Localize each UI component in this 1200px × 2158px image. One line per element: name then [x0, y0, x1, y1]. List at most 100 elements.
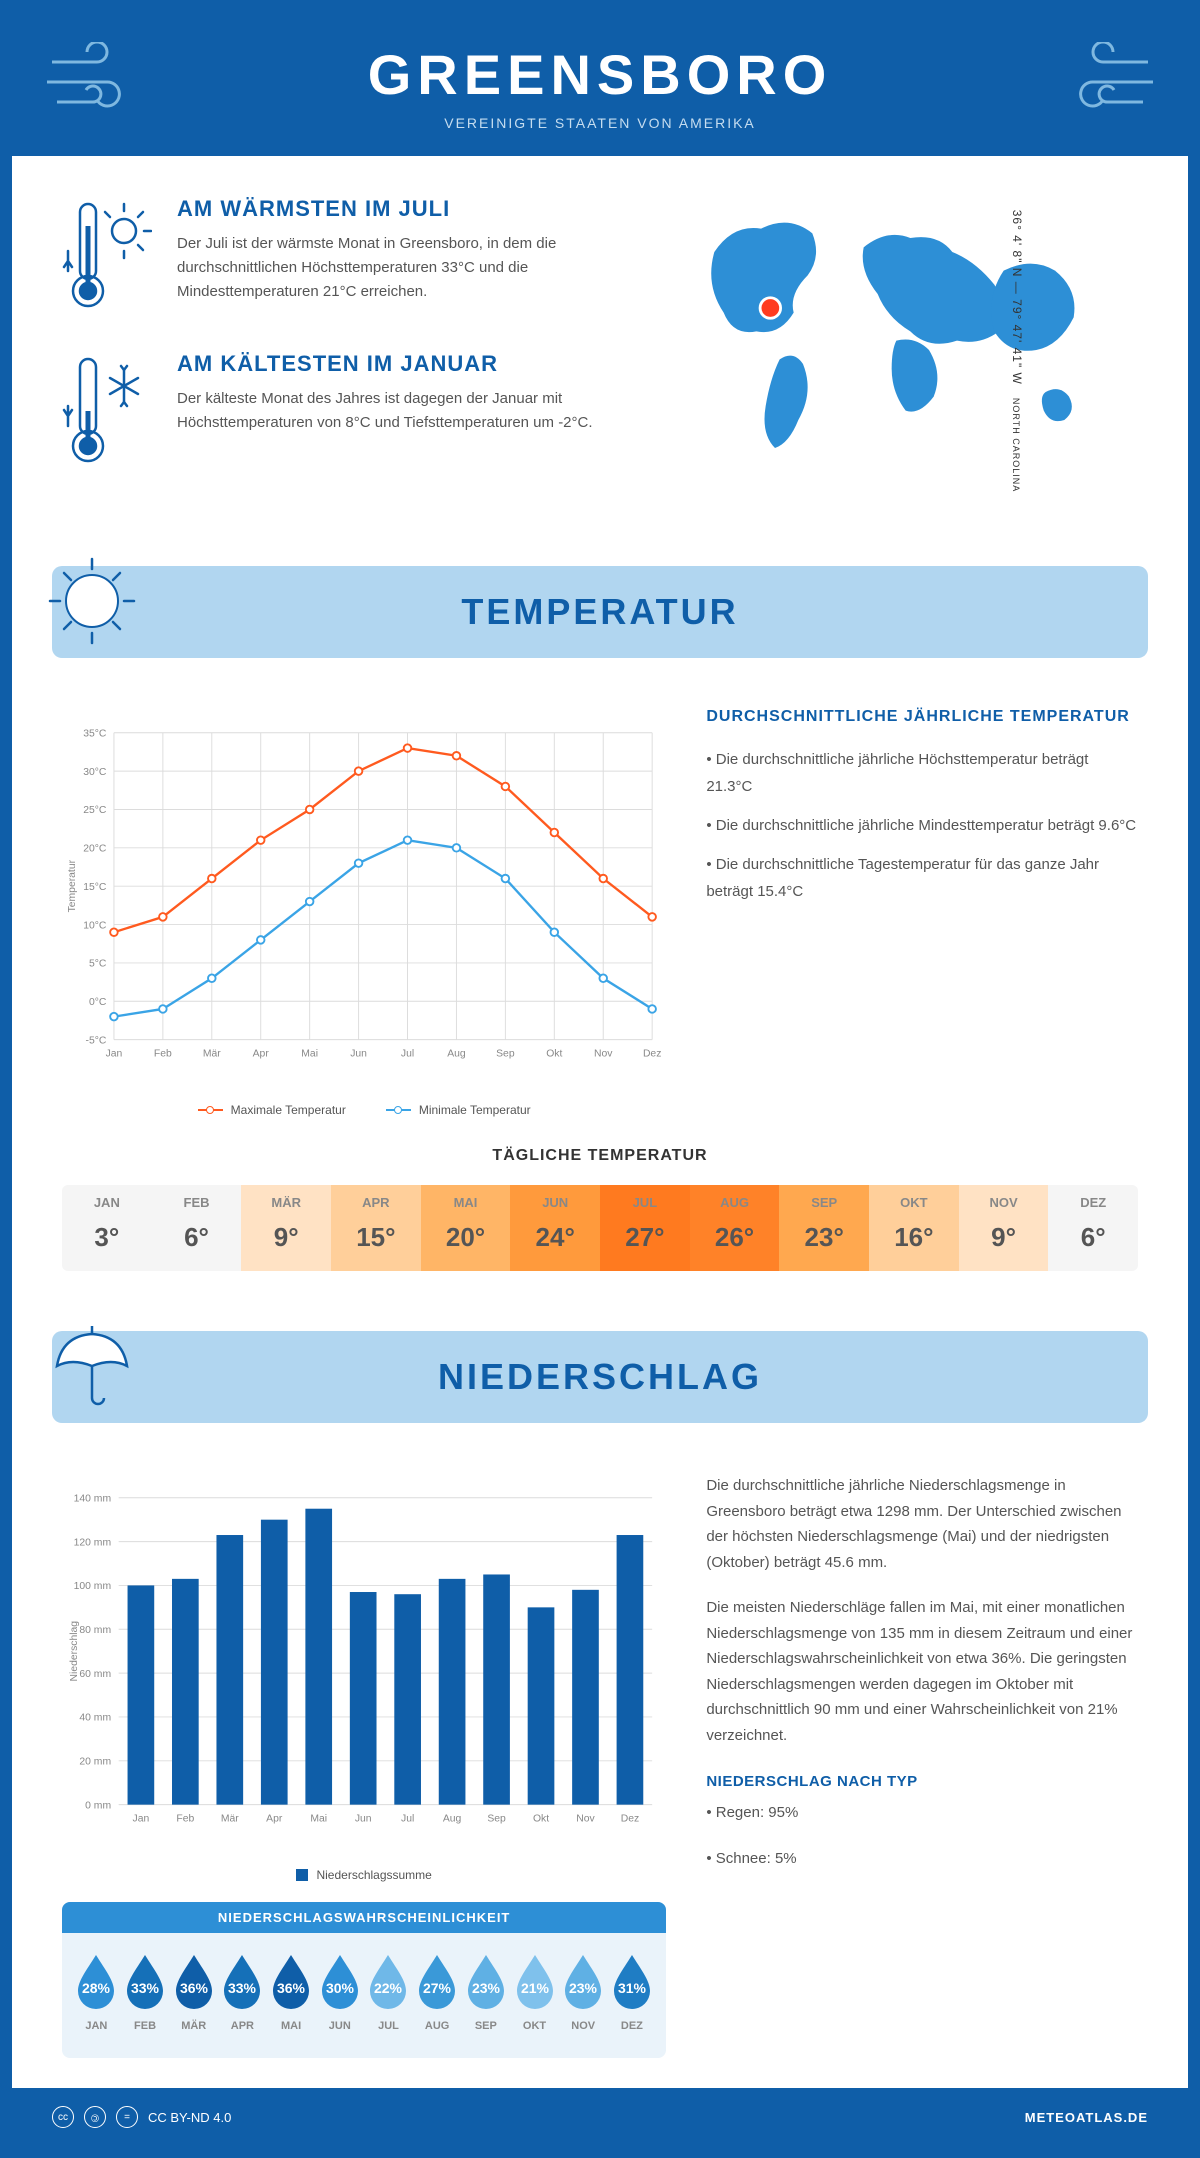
map-area: 36° 4' 8" N — 79° 47' 41" W NORTH CAROLI…	[645, 196, 1138, 506]
country-subtitle: VEREINIGTE STAATEN VON AMERIKA	[12, 115, 1188, 131]
nd-icon: =	[116, 2106, 138, 2128]
temp-cell: NOV9°	[959, 1185, 1049, 1271]
umbrella-icon	[42, 1316, 142, 1416]
precipitation-drop: 23%NOV	[559, 1951, 608, 2032]
temp-cell: APR15°	[331, 1185, 421, 1271]
svg-text:Okt: Okt	[533, 1814, 549, 1825]
svg-text:31%: 31%	[618, 1980, 647, 1996]
temp-cell: AUG26°	[690, 1185, 780, 1271]
precipitation-drop: 33%APR	[218, 1951, 267, 2032]
precipitation-section-title: NIEDERSCHLAG	[52, 1331, 1148, 1423]
svg-text:Aug: Aug	[447, 1049, 466, 1060]
svg-text:120 mm: 120 mm	[74, 1537, 111, 1548]
svg-text:Niederschlag: Niederschlag	[69, 1621, 80, 1682]
wind-icon	[1058, 42, 1158, 122]
svg-text:0 mm: 0 mm	[85, 1800, 111, 1811]
svg-text:36%: 36%	[277, 1980, 306, 1996]
precipitation-probability-box: NIEDERSCHLAGSWAHRSCHEINLICHKEIT 28%JAN33…	[62, 1902, 666, 2058]
svg-text:35°C: 35°C	[83, 729, 107, 740]
infographic-page: GREENSBORO VEREINIGTE STAATEN VON AMERIK…	[0, 0, 1200, 2158]
svg-text:Sep: Sep	[496, 1049, 515, 1060]
wind-icon	[42, 42, 142, 122]
precipitation-drop: 21%OKT	[510, 1951, 559, 2032]
svg-text:33%: 33%	[131, 1980, 160, 1996]
svg-text:Dez: Dez	[643, 1049, 661, 1060]
svg-text:28%: 28%	[82, 1980, 111, 1996]
temperature-info: DURCHSCHNITTLICHE JÄHRLICHE TEMPERATUR •…	[706, 708, 1138, 1117]
svg-text:Apr: Apr	[253, 1049, 270, 1060]
svg-text:15°C: 15°C	[83, 882, 107, 893]
svg-text:Jul: Jul	[401, 1814, 414, 1825]
precipitation-drop: 30%JUN	[315, 1951, 364, 2032]
warmest-block: AM WÄRMSTEN IM JULI Der Juli ist der wär…	[62, 196, 605, 316]
footer: cc 🄯 = CC BY-ND 4.0 METEOATLAS.DE	[12, 2088, 1188, 2146]
precipitation-drop: 31%DEZ	[608, 1951, 657, 2032]
precipitation-drop: 36%MAI	[267, 1951, 316, 2032]
svg-text:Jul: Jul	[401, 1049, 414, 1060]
svg-text:Nov: Nov	[594, 1049, 613, 1060]
world-map-icon	[645, 196, 1138, 476]
coldest-block: AM KÄLTESTEN IM JANUAR Der kälteste Mona…	[62, 351, 605, 471]
svg-text:Feb: Feb	[176, 1814, 194, 1825]
svg-text:-5°C: -5°C	[86, 1035, 107, 1046]
temp-cell: MÄR9°	[241, 1185, 331, 1271]
svg-text:Temperatur: Temperatur	[67, 859, 78, 912]
precipitation-drop: 33%FEB	[121, 1951, 170, 2032]
temp-cell: JAN3°	[62, 1185, 152, 1271]
temp-cell: MAI20°	[421, 1185, 511, 1271]
temp-cell: JUN24°	[510, 1185, 600, 1271]
svg-text:30°C: 30°C	[83, 767, 107, 778]
sun-icon	[42, 551, 142, 651]
precipitation-bar-chart: 0 mm 20 mm 40 mm 60 mm 80 mm 100 mm 120 mm 140 …	[62, 1473, 666, 1882]
svg-text:Mär: Mär	[203, 1049, 221, 1060]
temperature-section-title: TEMPERATUR	[52, 566, 1148, 658]
temp-cell: OKT16°	[869, 1185, 959, 1271]
svg-text:140 mm: 140 mm	[74, 1494, 111, 1505]
svg-text:25°C: 25°C	[83, 805, 107, 816]
svg-text:Sep: Sep	[487, 1814, 506, 1825]
svg-text:Aug: Aug	[443, 1814, 462, 1825]
svg-text:Dez: Dez	[621, 1814, 639, 1825]
svg-text:Jun: Jun	[355, 1814, 372, 1825]
svg-text:Apr: Apr	[266, 1814, 283, 1825]
header: GREENSBORO VEREINIGTE STAATEN VON AMERIK…	[12, 12, 1188, 156]
svg-text:10°C: 10°C	[83, 920, 107, 931]
svg-text:Feb: Feb	[154, 1049, 172, 1060]
svg-text:80 mm: 80 mm	[79, 1625, 111, 1636]
svg-text:22%: 22%	[374, 1980, 403, 1996]
precipitation-drop: 22%JUL	[364, 1951, 413, 2032]
svg-text:23%: 23%	[569, 1980, 598, 1996]
svg-text:Jun: Jun	[350, 1049, 367, 1060]
svg-text:60 mm: 60 mm	[79, 1669, 111, 1680]
svg-text:Okt: Okt	[546, 1049, 562, 1060]
svg-text:36%: 36%	[180, 1980, 209, 1996]
thermometer-hot-icon	[62, 196, 152, 316]
svg-text:40 mm: 40 mm	[79, 1713, 111, 1724]
coldest-title: AM KÄLTESTEN IM JANUAR	[177, 351, 605, 377]
svg-text:Jan: Jan	[133, 1814, 150, 1825]
thermometer-cold-icon	[62, 351, 152, 471]
svg-text:Mär: Mär	[221, 1814, 239, 1825]
coldest-text: Der kälteste Monat des Jahres ist dagege…	[177, 387, 605, 435]
svg-text:100 mm: 100 mm	[74, 1581, 111, 1592]
svg-text:5°C: 5°C	[89, 959, 107, 970]
svg-text:20 mm: 20 mm	[79, 1757, 111, 1768]
temp-cell: DEZ6°	[1048, 1185, 1138, 1271]
svg-text:Nov: Nov	[576, 1814, 595, 1825]
svg-text:21%: 21%	[521, 1980, 550, 1996]
svg-text:23%: 23%	[472, 1980, 501, 1996]
precipitation-info: Die durchschnittliche jährliche Niedersc…	[706, 1473, 1138, 2058]
warmest-title: AM WÄRMSTEN IM JULI	[177, 196, 605, 222]
cc-icon: cc	[52, 2106, 74, 2128]
warmest-text: Der Juli ist der wärmste Monat in Greens…	[177, 232, 605, 304]
by-icon: 🄯	[84, 2106, 106, 2128]
svg-text:Jan: Jan	[106, 1049, 123, 1060]
daily-temperature-table: TÄGLICHE TEMPERATUR JAN3°FEB6°MÄR9°APR15…	[12, 1147, 1188, 1311]
temp-cell: SEP23°	[779, 1185, 869, 1271]
precipitation-drop: 23%SEP	[462, 1951, 511, 2032]
temperature-line-chart: -5°C0°C5°C10°C15°C20°C25°C30°C35°CJanFeb…	[62, 708, 666, 1117]
precipitation-drop: 28%JAN	[72, 1951, 121, 2032]
precipitation-drop: 27%AUG	[413, 1951, 462, 2032]
svg-text:Mai: Mai	[310, 1814, 327, 1825]
svg-text:33%: 33%	[228, 1980, 257, 1996]
